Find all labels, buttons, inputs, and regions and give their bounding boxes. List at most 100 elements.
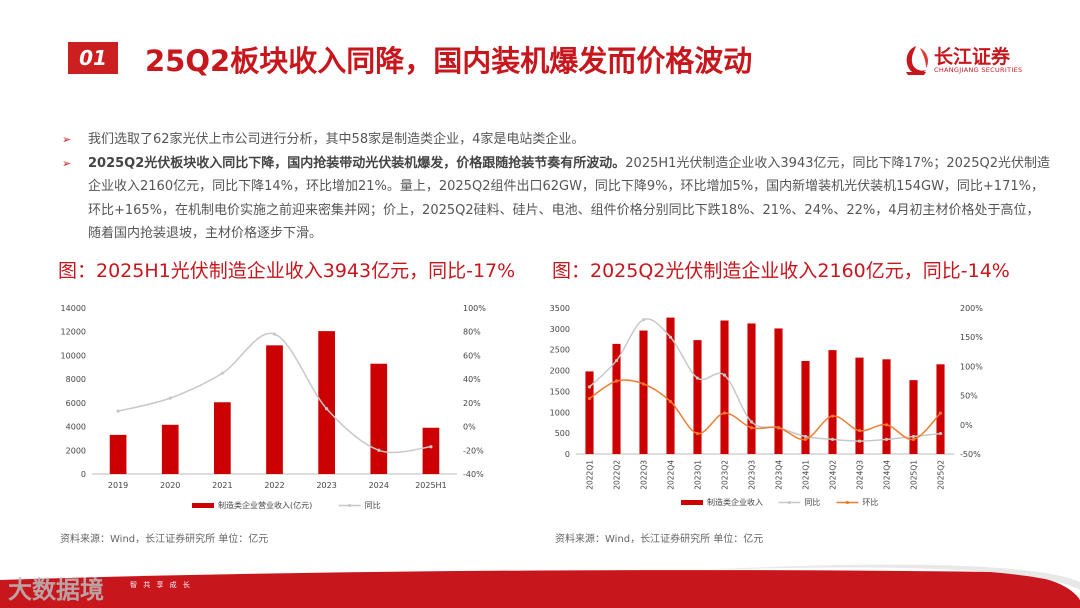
y-tick-label: 0 [81, 470, 86, 479]
legend-label: 同比 [365, 500, 381, 510]
y2-tick-label: 100% [463, 304, 486, 313]
y2-tick-label: 0% [960, 421, 973, 430]
y-tick-label: 2000 [550, 367, 570, 376]
series-point [803, 437, 808, 441]
x-tick-label: 2020 [160, 481, 180, 490]
x-tick-label: 2024Q3 [856, 460, 865, 490]
y-tick-label: 1500 [550, 387, 570, 396]
y-tick-label: 0 [565, 450, 570, 459]
legend-swatch-point [845, 500, 849, 505]
x-tick-label: 2023Q4 [775, 460, 784, 490]
x-tick-label: 2025Q2 [937, 460, 946, 490]
series-point [272, 332, 277, 336]
series-point [587, 396, 592, 401]
series-point [587, 385, 592, 389]
series-point [911, 434, 916, 439]
series-point [830, 437, 835, 441]
y2-tick-label: -20% [463, 446, 484, 455]
series-point [830, 414, 835, 418]
series-point [116, 409, 120, 413]
x-tick-label: 2019 [108, 481, 128, 490]
arrow-bullet-icon: ➢ [62, 156, 72, 170]
bar [214, 402, 231, 474]
logo-mark-icon [906, 46, 928, 75]
series-point [938, 431, 943, 436]
bar [720, 320, 729, 454]
y2-tick-label: 40% [463, 375, 481, 384]
series-point [325, 407, 329, 411]
bar [370, 363, 388, 474]
series-point [749, 420, 754, 424]
bar [909, 380, 918, 454]
series-point [857, 429, 862, 433]
x-tick-label: 2022 [264, 481, 284, 490]
x-tick-label: 2025Q1 [910, 460, 919, 490]
series-point [695, 431, 700, 436]
bullet-list: ➢ 我们选取了62家光伏上市公司进行分析，其中58家是制造类企业，4家是电站类企… [60, 128, 1050, 246]
bar [266, 345, 283, 474]
y-tick-label: 1000 [550, 408, 570, 417]
y-tick-label: 10000 [61, 351, 86, 360]
y-tick-label: 500 [555, 429, 570, 438]
x-tick-label: 2021 [212, 481, 232, 490]
bar [882, 359, 891, 454]
x-tick-label: 2022Q2 [613, 460, 622, 490]
footer-slogan: 智 共 享 成 长 [130, 581, 192, 589]
bar [422, 427, 440, 474]
y2-tick-label: -40% [463, 470, 484, 479]
chart-caption-right: 图：2025Q2光伏制造企业收入2160亿元，同比-14% [552, 260, 1010, 282]
legend-swatch-point [348, 503, 352, 508]
bar [693, 340, 702, 454]
bar [612, 343, 621, 454]
series-point [749, 426, 754, 430]
bar [747, 323, 756, 454]
section-badge: 01 [68, 42, 118, 74]
page-title: 25Q2板块收入同降，国内装机爆发而价格波动 [145, 44, 753, 78]
x-tick-label: 2024Q1 [802, 460, 811, 490]
logo-text: 长江证券 [934, 46, 1011, 68]
y2-tick-label: 60% [463, 351, 481, 360]
x-tick-label: 2022Q4 [667, 460, 676, 490]
series-line [589, 379, 942, 441]
x-tick-label: 2025H1 [415, 481, 446, 490]
bar [936, 364, 945, 454]
y2-tick-label: -50% [960, 450, 981, 459]
legend-swatch [192, 503, 214, 508]
chart-caption-left: 图：2025H1光伏制造企业收入3943亿元，同比-17% [58, 260, 516, 282]
series-point [722, 411, 727, 415]
bullet-text: 我们选取了62家光伏上市公司进行分析，其中58家是制造类企业，4家是电站类企业。 [88, 132, 585, 147]
x-tick-label: 2023 [316, 481, 336, 490]
series-point [938, 411, 943, 415]
y-tick-label: 8000 [66, 375, 86, 384]
y-tick-label: 2500 [550, 346, 570, 355]
legend-label: 环比 [862, 497, 878, 507]
legend-swatch-point [787, 500, 791, 505]
bar [109, 434, 127, 474]
series-point [884, 423, 889, 427]
y2-tick-label: 0% [463, 423, 476, 432]
legend-swatch [681, 500, 703, 505]
x-tick-label: 2023Q2 [721, 460, 730, 490]
x-tick-label: 2022Q1 [586, 460, 595, 490]
series-point [668, 399, 673, 404]
bar [585, 371, 594, 454]
y-tick-label: 6000 [66, 399, 86, 408]
bar [318, 331, 335, 474]
x-tick-label: 2024Q4 [883, 460, 892, 490]
legend-label: 制造类企业收入 [707, 497, 763, 507]
series-point [220, 371, 224, 375]
y2-tick-label: 150% [960, 333, 983, 342]
arrow-bullet-icon: ➢ [62, 133, 72, 146]
y2-tick-label: 50% [960, 392, 978, 401]
company-logo: 长江证券 CHANGJIANG SECURITIES [900, 42, 1030, 78]
y2-tick-label: 80% [463, 328, 481, 337]
y-tick-label: 4000 [66, 423, 86, 432]
series-point [641, 318, 646, 322]
bar [828, 350, 837, 454]
bar [161, 424, 179, 474]
y-tick-label: 14000 [61, 304, 86, 313]
bar [801, 360, 810, 454]
logo-subtext: CHANGJIANG SECURITIES [934, 66, 1023, 74]
series-point [695, 376, 700, 380]
series-point [722, 373, 727, 377]
